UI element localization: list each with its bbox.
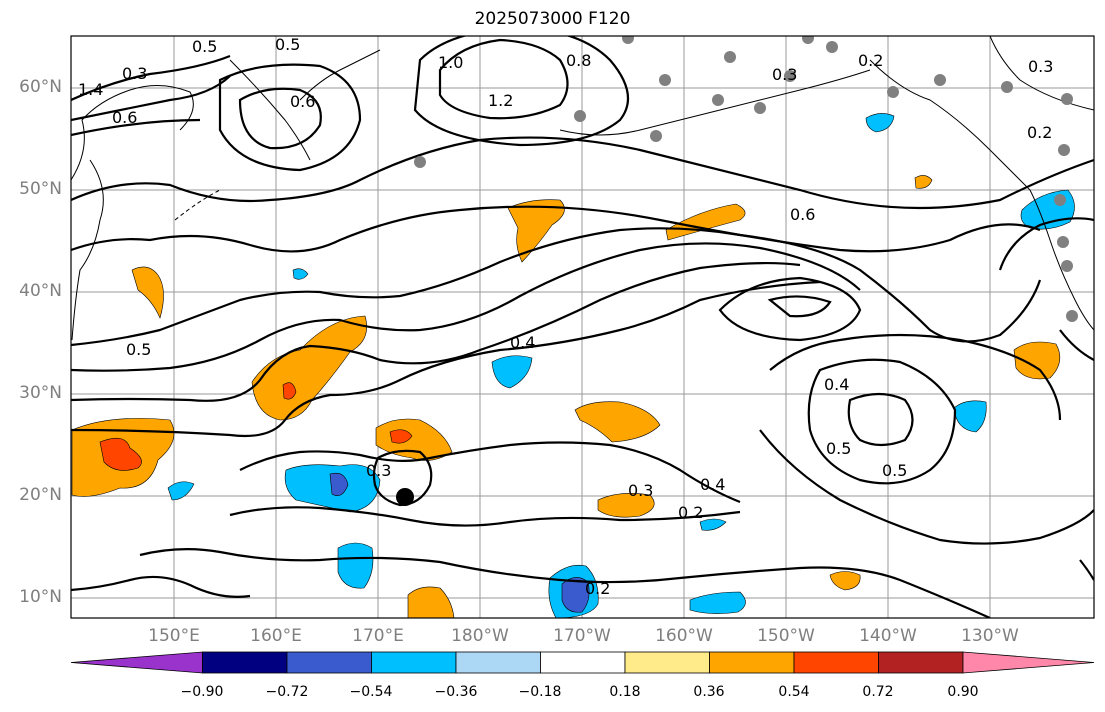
lon-label: 170°W bbox=[553, 626, 611, 646]
anomaly-patch-blue bbox=[953, 400, 987, 433]
contour-label: 0.5 bbox=[126, 340, 151, 359]
lat-label: 40°N bbox=[19, 281, 62, 301]
coastlines bbox=[71, 36, 1094, 341]
contour-label: 0.2 bbox=[678, 503, 703, 522]
colorbar-tick-label: −0.72 bbox=[265, 684, 309, 700]
anomaly-patch-orange bbox=[131, 266, 164, 319]
colorbar-segment bbox=[202, 651, 288, 674]
colorbar-tick-label: 0.18 bbox=[609, 684, 641, 700]
lon-label: 130°W bbox=[961, 626, 1019, 646]
shaded-anomalies bbox=[71, 113, 1075, 618]
anomaly-patch-red bbox=[99, 437, 142, 471]
lon-label: 180°W bbox=[451, 626, 509, 646]
colorbar-extend-max bbox=[962, 651, 1095, 674]
lon-label: 150°E bbox=[148, 626, 200, 646]
lon-label: 150°W bbox=[757, 626, 815, 646]
colorbar-segment bbox=[624, 651, 710, 674]
colorbar-segment bbox=[371, 651, 457, 674]
map-frame bbox=[70, 35, 1095, 619]
anomaly-patch-darkblue bbox=[561, 577, 590, 613]
anomaly-patch-red bbox=[389, 429, 413, 444]
anomaly-patch-orange bbox=[914, 175, 933, 189]
anomaly-patch-blue bbox=[699, 518, 727, 531]
lat-label: 20°N bbox=[19, 485, 62, 505]
contour-label: 0.5 bbox=[882, 461, 907, 480]
contour-labels: 1.4 0.3 0.5 0.6 0.5 1.0 1.2 0.8 0.3 0.2 … bbox=[78, 35, 1053, 598]
colorbar-extend-min bbox=[70, 651, 203, 674]
anomaly-patch-orange bbox=[1013, 341, 1061, 380]
contour-label: 0.5 bbox=[826, 439, 851, 458]
colorbar-tick-label: 0.54 bbox=[778, 684, 810, 700]
anomaly-patch-orange bbox=[507, 199, 565, 263]
anomaly-patch-blue bbox=[689, 591, 746, 614]
lat-label: 30°N bbox=[19, 383, 62, 403]
anomaly-patch-darkblue bbox=[329, 472, 349, 496]
colorbar-tick-label: −0.54 bbox=[349, 684, 393, 700]
contour-label: 0.4 bbox=[510, 333, 535, 352]
lon-label: 160°W bbox=[655, 626, 713, 646]
colorbar-segment bbox=[286, 651, 372, 674]
anomaly-patch-red bbox=[282, 382, 297, 400]
lon-label: 140°W bbox=[859, 626, 917, 646]
contour-label: 0.3 bbox=[122, 64, 147, 83]
colorbar-segment bbox=[709, 651, 795, 674]
colorbar-segment bbox=[793, 651, 879, 674]
contour-label: 0.3 bbox=[628, 481, 653, 500]
anomaly-patch-orange bbox=[574, 401, 661, 443]
storm-center-marker bbox=[396, 488, 414, 506]
anomaly-patch-orange bbox=[829, 571, 861, 591]
contour-lines bbox=[71, 36, 1094, 618]
contour-label: 0.2 bbox=[1027, 123, 1052, 142]
anomaly-patch-blue bbox=[337, 542, 374, 589]
anomaly-patch-orange bbox=[665, 203, 746, 241]
contour-label: 0.4 bbox=[700, 475, 725, 494]
colorbar-tick-label: −0.18 bbox=[518, 684, 562, 700]
gridlines bbox=[71, 36, 1094, 618]
colorbar bbox=[70, 651, 1095, 674]
lon-label: 170°E bbox=[352, 626, 404, 646]
station-markers bbox=[414, 36, 1078, 322]
anomaly-patch-blue bbox=[292, 268, 309, 280]
contour-label: 1.4 bbox=[78, 80, 103, 99]
contour-label: 0.2 bbox=[858, 51, 883, 70]
contour-label: 1.0 bbox=[438, 53, 463, 72]
contour-label: 0.2 bbox=[585, 579, 610, 598]
colorbar-tick-label: −0.90 bbox=[180, 684, 224, 700]
anomaly-patch-blue bbox=[865, 113, 895, 133]
anomaly-patch-blue bbox=[491, 355, 533, 389]
contour-label: 0.5 bbox=[192, 37, 217, 56]
colorbar-segment bbox=[540, 651, 626, 674]
contour-label: 0.8 bbox=[566, 51, 591, 70]
colorbar-tick-label: 0.36 bbox=[693, 684, 725, 700]
colorbar-segment bbox=[455, 651, 541, 674]
contour-label: 0.6 bbox=[290, 92, 315, 111]
colorbar-tick-label: 0.72 bbox=[862, 684, 894, 700]
colorbar-tick-label: −0.36 bbox=[434, 684, 478, 700]
lat-label: 10°N bbox=[19, 587, 62, 607]
colorbar-tick-label: 0.90 bbox=[947, 684, 979, 700]
anomaly-patch-orange bbox=[597, 493, 655, 518]
contour-label: 0.3 bbox=[366, 461, 391, 480]
contour-label: 0.6 bbox=[112, 108, 137, 127]
contour-label: 0.5 bbox=[275, 35, 300, 54]
lat-label: 50°N bbox=[19, 179, 62, 199]
contour-label: 0.3 bbox=[772, 65, 797, 84]
contour-label: 1.2 bbox=[488, 91, 513, 110]
colorbar-segment bbox=[878, 651, 964, 674]
lat-label: 60°N bbox=[19, 77, 62, 97]
contour-label: 0.4 bbox=[824, 375, 849, 394]
anomaly-patch-orange bbox=[407, 586, 455, 618]
lon-label: 160°E bbox=[250, 626, 302, 646]
contour-label: 0.3 bbox=[1028, 57, 1053, 76]
contour-label: 0.6 bbox=[790, 205, 815, 224]
map-title: 2025073000 F120 bbox=[474, 9, 631, 29]
anomaly-patch-blue bbox=[167, 481, 195, 501]
anomaly-patch-orange bbox=[375, 418, 453, 461]
